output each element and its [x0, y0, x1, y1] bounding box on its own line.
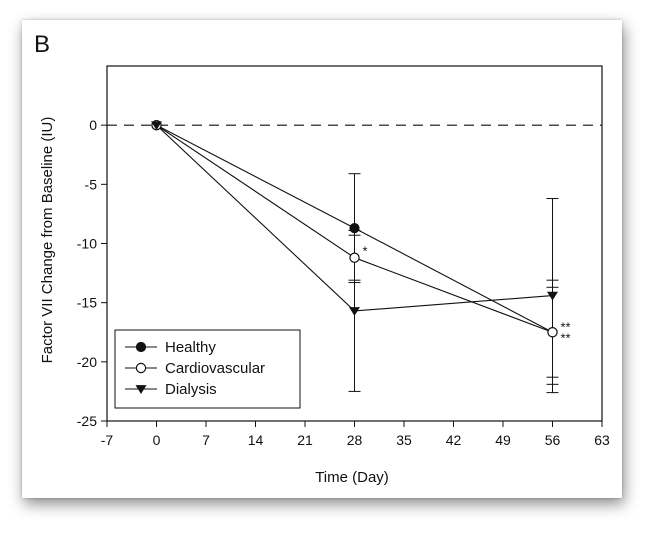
- significance-annotation: *: [363, 244, 368, 259]
- x-tick-label: 49: [495, 432, 511, 448]
- x-tick-label: 21: [297, 432, 313, 448]
- data-point-dialysis: [349, 307, 360, 316]
- legend-marker-dialysis: [135, 385, 147, 394]
- axes: -7 0 7 14 21 28 35 42 49 56 63 0 -5 -10 -15 -20 -25: [77, 65, 610, 448]
- data-point-cardiovascular: [349, 252, 360, 263]
- y-tick-label: -5: [85, 176, 98, 192]
- x-tick-label: 42: [446, 432, 462, 448]
- figure-card: B -7 0 7 14 21 28 35 42 49 56 63 0 -5 -10 -15 -20 -25 * *…: [22, 20, 622, 498]
- x-tick-label: 7: [202, 432, 210, 448]
- factor-vii-chart: B -7 0 7 14 21 28 35 42 49 56 630-5-10-15-20-25 **…: [34, 31, 610, 486]
- x-tick-label: 63: [594, 432, 610, 448]
- significance-annotation: **: [561, 330, 571, 345]
- y-tick-label: -20: [77, 354, 97, 370]
- x-tick-label: 28: [347, 432, 363, 448]
- significance-annotation: **: [561, 319, 571, 334]
- legend-label-healthy: Healthy: [165, 339, 216, 356]
- chart-marks: *****: [151, 119, 571, 394]
- x-tick-label: 14: [248, 432, 264, 448]
- legend-label-dialysis: Dialysis: [165, 381, 217, 398]
- y-tick-label: -15: [77, 295, 97, 311]
- data-point-cardiovascular: [547, 327, 558, 338]
- legend-label-cardiovascular: Cardiovascular: [165, 360, 265, 377]
- y-tick-label: 0: [89, 117, 97, 133]
- legend-marker-cardiovascular: [135, 362, 147, 374]
- x-tick-label: 56: [545, 432, 561, 448]
- y-tick-label: -10: [77, 236, 97, 252]
- x-tick-label: -7: [101, 432, 114, 448]
- y-axis-title: Factor VII Change from Baseline (IU): [39, 117, 56, 364]
- x-tick-label: 35: [396, 432, 412, 448]
- panel-label: B: [34, 31, 50, 58]
- x-axis-title: Time (Day): [315, 469, 389, 486]
- legend: Healthy Cardiovascular Dialysis: [114, 329, 301, 409]
- x-tick-label: 0: [153, 432, 161, 448]
- data-point-dialysis: [547, 291, 558, 301]
- data-point-healthy: [349, 223, 360, 234]
- data-point-dialysis: [151, 121, 162, 131]
- legend-marker-healthy: [135, 341, 147, 353]
- y-tick-label: -25: [77, 413, 97, 429]
